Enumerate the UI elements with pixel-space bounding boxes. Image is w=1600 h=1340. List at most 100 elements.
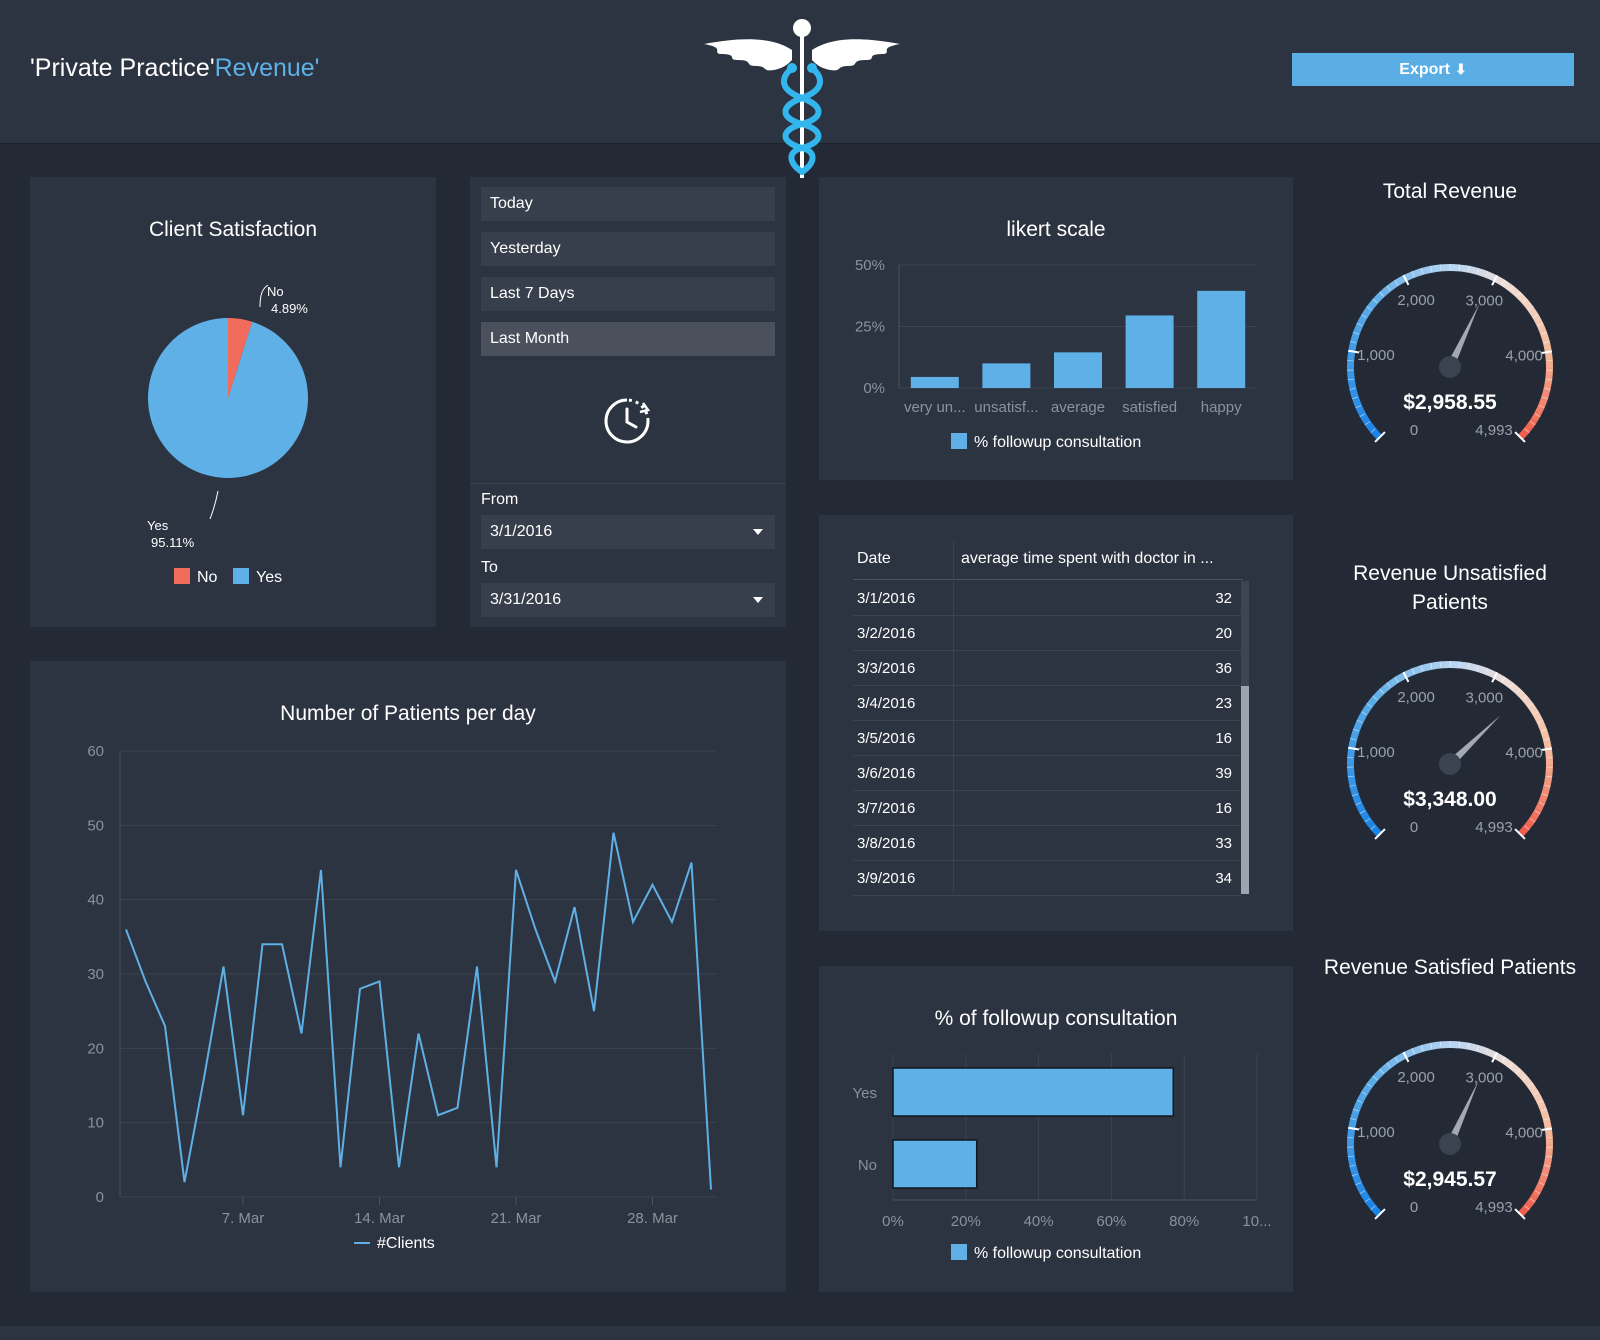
date-button-yesterday[interactable]: Yesterday	[481, 232, 775, 266]
table-row[interactable]: 3/3/2016 36	[853, 650, 1241, 686]
to-date-select[interactable]: 3/31/2016	[481, 583, 775, 617]
gauge-band-segment	[1357, 409, 1369, 421]
gauge-value-label: $2,958.55	[1403, 391, 1497, 414]
series-line-clients[interactable]	[125, 832, 712, 1190]
column-header-avg-time[interactable]: average time spent with doctor in ...	[961, 550, 1214, 567]
x-tick-label: very un...	[904, 399, 966, 416]
x-tick-label: unsatisf...	[974, 399, 1038, 416]
table-row[interactable]: 3/5/2016 16	[853, 720, 1241, 756]
date-button-today[interactable]: Today	[481, 187, 775, 221]
table-row[interactable]: 3/2/2016 20	[853, 615, 1241, 651]
gauge-minor-tick	[1361, 1091, 1367, 1095]
x-tick-label: 10...	[1242, 1213, 1271, 1230]
likert-bar[interactable]	[1054, 352, 1102, 388]
y-tick-label: 60	[87, 743, 104, 760]
x-tick-label: satisfied	[1122, 399, 1177, 416]
gauge-tick-label: 3,000	[1466, 689, 1504, 706]
likert-bar[interactable]	[1125, 315, 1174, 388]
table-row[interactable]: 3/7/2016 16	[853, 790, 1241, 826]
gauge-minor-tick	[1458, 1041, 1461, 1048]
gauge-band-segment	[1425, 265, 1436, 274]
table-row[interactable]: 3/6/2016 39	[853, 755, 1241, 791]
client-satisfaction-title: Client Satisfaction	[148, 218, 318, 241]
date-button-last-month[interactable]: Last Month	[481, 322, 775, 356]
data-point	[513, 867, 519, 873]
table-scrollbar-thumb[interactable]	[1241, 686, 1249, 894]
legend-swatch-yes	[233, 568, 249, 584]
gauge-minor-tick	[1544, 1164, 1551, 1167]
gauge-band-segment	[1541, 335, 1551, 346]
from-date-select[interactable]: 3/1/2016	[481, 515, 775, 549]
column-header-date[interactable]: Date	[857, 550, 891, 567]
gauge-band-segment	[1347, 1150, 1356, 1161]
cell-value: 39	[1215, 765, 1232, 782]
gauge-band-segment	[1541, 732, 1551, 743]
table-row[interactable]: 3/1/2016 32	[853, 580, 1241, 616]
legend-label-followup[interactable]: % followup consultation	[974, 434, 1141, 451]
table-row[interactable]: 3/8/2016 33	[853, 825, 1241, 861]
data-point	[240, 1112, 246, 1118]
clock-refresh-icon[interactable]	[602, 396, 652, 446]
data-point	[123, 926, 129, 932]
table-scrollbar[interactable]	[1241, 581, 1249, 894]
likert-bar[interactable]	[910, 376, 959, 388]
gauge-band-segment	[1357, 1186, 1369, 1198]
pie-slice-yes[interactable]	[148, 318, 309, 478]
gauge-end-tick	[1514, 431, 1526, 443]
legend-label-followup[interactable]: % followup consultation	[974, 1245, 1141, 1262]
gauge-minor-tick	[1355, 802, 1362, 806]
gauge-total-revenue: 1,000 2,000 3,000 4,000 $2,958.55 0 4,993	[1347, 264, 1553, 443]
gauge-min-label: 0	[1410, 422, 1418, 439]
data-point	[572, 904, 578, 910]
gauge-band-segment	[1425, 1042, 1436, 1051]
cell-value: 36	[1215, 660, 1232, 677]
legend-label-yes[interactable]: Yes	[256, 569, 282, 586]
gauge-major-tick	[1402, 274, 1410, 286]
gauge-band-segment	[1354, 1180, 1365, 1191]
legend-label-clients[interactable]: #Clients	[377, 1235, 435, 1252]
gauge-minor-tick	[1364, 421, 1370, 426]
table-row[interactable]: 3/9/2016 34	[853, 860, 1241, 896]
gauge-needle	[1446, 1080, 1479, 1146]
gauge-minor-tick	[1534, 1190, 1541, 1194]
gauge-minor-tick	[1394, 676, 1399, 683]
time-table-panel: Date average time spent with doctor in .…	[819, 515, 1293, 931]
export-button[interactable]: Export ⬇︎	[1292, 53, 1574, 86]
x-tick-label: 0%	[882, 1213, 904, 1230]
gauge-minor-tick	[1509, 285, 1514, 291]
date-button-last-7-days[interactable]: Last 7 Days	[481, 277, 775, 311]
gauge-minor-tick	[1361, 711, 1367, 715]
gauge-minor-tick	[1537, 322, 1544, 327]
table-row[interactable]: 3/4/2016 23	[853, 685, 1241, 721]
gauge-minor-tick	[1439, 264, 1442, 271]
gauge-band-segment	[1450, 1041, 1459, 1049]
gauge-value-label: $3,348.00	[1403, 788, 1496, 811]
gauge-band-segment	[1538, 724, 1549, 735]
patients-per-day-panel: Number of Patients per day 0 10 20 30 40 50 60…	[30, 661, 786, 1292]
legend-label-no[interactable]: No	[197, 569, 218, 586]
data-point	[279, 941, 285, 947]
followup-bar[interactable]	[892, 1139, 978, 1189]
likert-bar[interactable]	[1197, 290, 1246, 388]
gauge-minor-tick	[1394, 1056, 1399, 1063]
gauge-band-segment	[1450, 264, 1459, 272]
cell-date: 3/3/2016	[857, 660, 916, 677]
followup-bar[interactable]	[892, 1067, 1175, 1117]
gauge-minor-tick	[1543, 340, 1550, 344]
y-tick-label: 20	[87, 1040, 104, 1057]
gauge-minor-tick	[1501, 676, 1506, 683]
from-date-value: 3/1/2016	[490, 523, 553, 540]
gauge-minor-tick	[1537, 719, 1544, 724]
export-label: Export	[1399, 60, 1450, 78]
gauge-tick-label: 1,000	[1357, 347, 1395, 364]
gauge-band-segment	[1531, 1090, 1543, 1102]
gauge-hub	[1439, 356, 1461, 378]
y-tick-label: Yes	[853, 1085, 877, 1102]
gauge-band-segment	[1347, 1143, 1355, 1153]
likert-bar[interactable]	[982, 363, 1031, 388]
gauge-band-segment	[1347, 770, 1356, 781]
gauge-minor-tick	[1543, 1117, 1550, 1121]
pie-slice-no[interactable]	[228, 318, 253, 398]
x-tick-label: 20%	[951, 1213, 981, 1230]
pie-connector-yes	[209, 490, 219, 520]
